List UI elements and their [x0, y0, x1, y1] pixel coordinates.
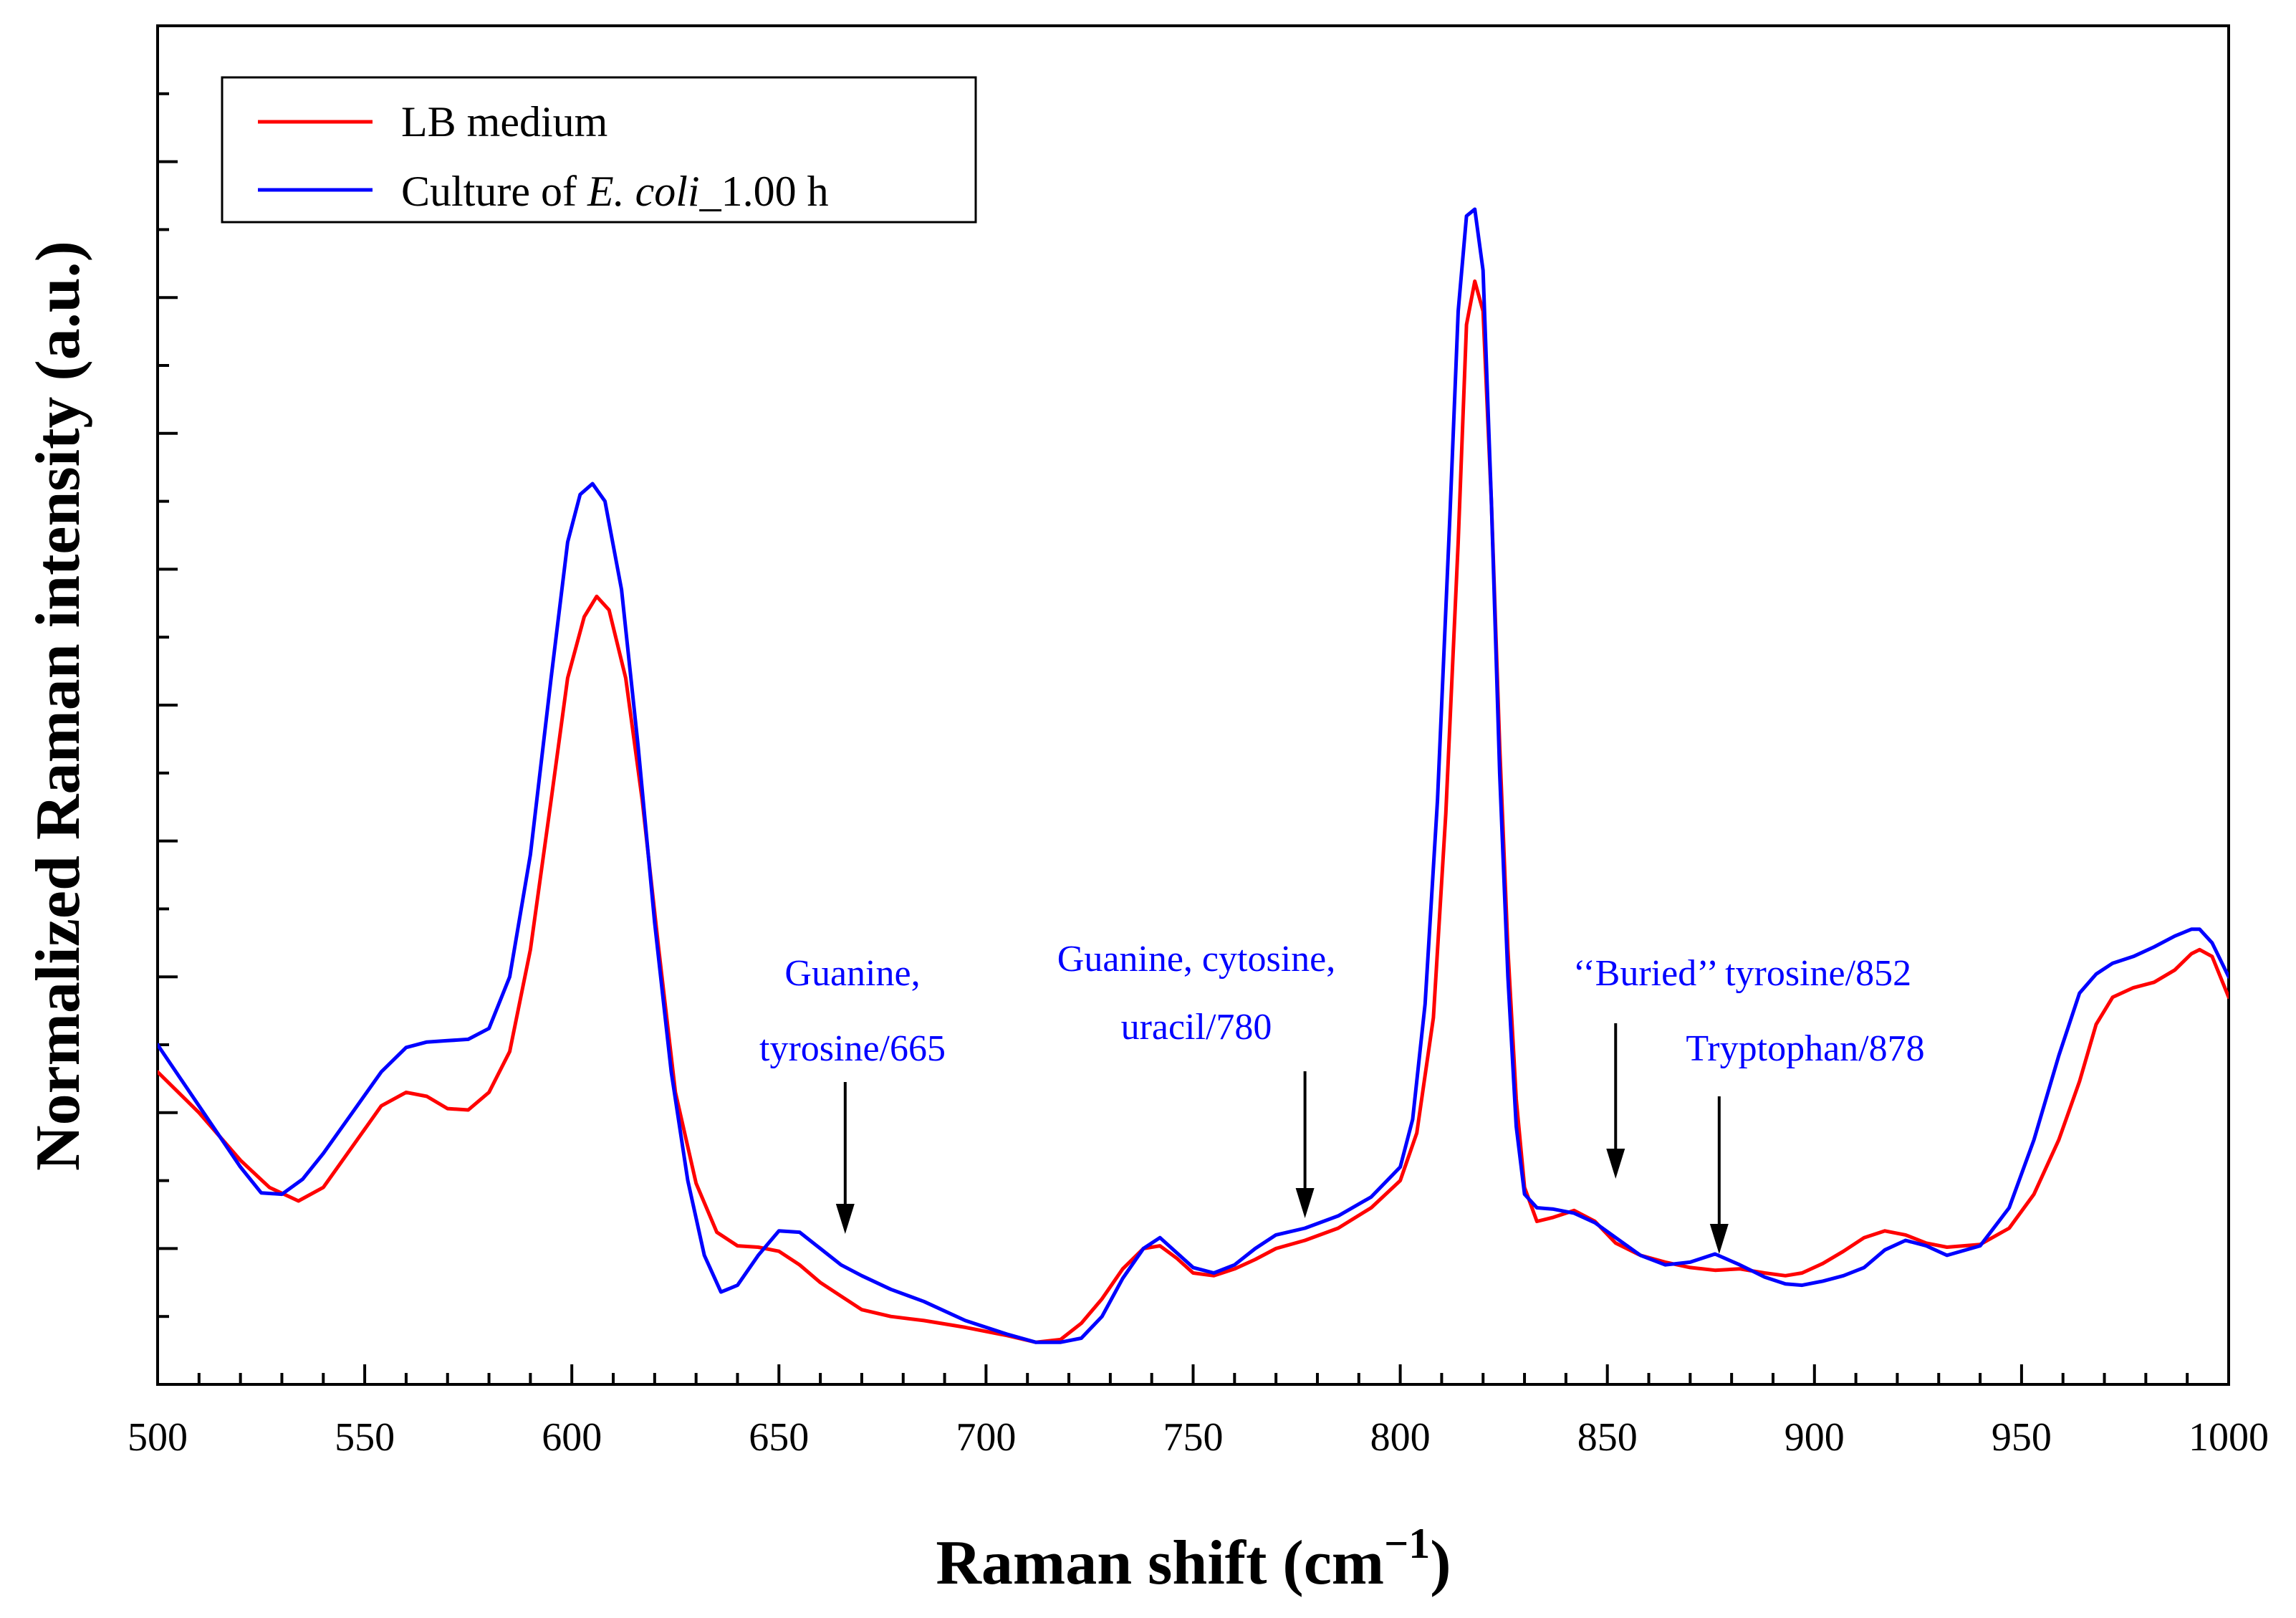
- x-tick-label: 800: [1370, 1415, 1431, 1460]
- x-tick-label: 850: [1577, 1415, 1638, 1460]
- x-tick-label: 1000: [2189, 1415, 2269, 1460]
- y-axis-ticks: [158, 24, 178, 1386]
- x-axis-title: Raman shift (cm−1): [936, 1520, 1451, 1598]
- annotation-arrow-head: [1709, 1224, 1729, 1254]
- annotations-layer: Guanine, tyrosine/665 Guanine, cytosine, ur…: [759, 939, 1925, 1254]
- annotation-label: Guanine,: [784, 953, 920, 994]
- annotation-arrow-head: [1295, 1188, 1315, 1218]
- annotation-arrow-head: [835, 1204, 855, 1234]
- y-axis-title: Normalized Raman intensity (a.u.): [24, 241, 93, 1171]
- plot-frame: [156, 24, 2230, 1386]
- x-tick-label: 600: [542, 1415, 602, 1460]
- legend-label-culture: Culture of E. coli_1.00 h: [401, 168, 829, 215]
- x-axis-ticks: 500 550 600 650 700 750 800 850 900 950 1000: [128, 1364, 2269, 1460]
- x-tick-label: 550: [335, 1415, 395, 1460]
- x-tick-label: 950: [1992, 1415, 2052, 1460]
- x-tick-label: 500: [128, 1415, 188, 1460]
- annotation-label: ‘‘Buried’’ tyrosine/852: [1573, 953, 1911, 994]
- x-tick-label: 900: [1785, 1415, 1845, 1460]
- x-tick-label: 650: [749, 1415, 809, 1460]
- series-layer: [158, 207, 2229, 1344]
- annotation-label: Guanine, cytosine,: [1057, 939, 1335, 980]
- annotation-label: Tryptophan/878: [1686, 1028, 1924, 1069]
- annotation-label: uracil/780: [1121, 1007, 1272, 1048]
- legend-box: [221, 76, 977, 224]
- legend-label-lb: LB medium: [401, 98, 607, 145]
- x-tick-label: 700: [956, 1415, 1016, 1460]
- annotation-label: tyrosine/665: [759, 1028, 946, 1069]
- series-line-lb: [158, 279, 2229, 1344]
- series-line-culture: [158, 207, 2229, 1344]
- annotation-arrow-head: [1606, 1149, 1625, 1179]
- x-tick-label: 750: [1163, 1415, 1224, 1460]
- legend: LB medium Culture of E. coli_1.00 h: [221, 76, 977, 224]
